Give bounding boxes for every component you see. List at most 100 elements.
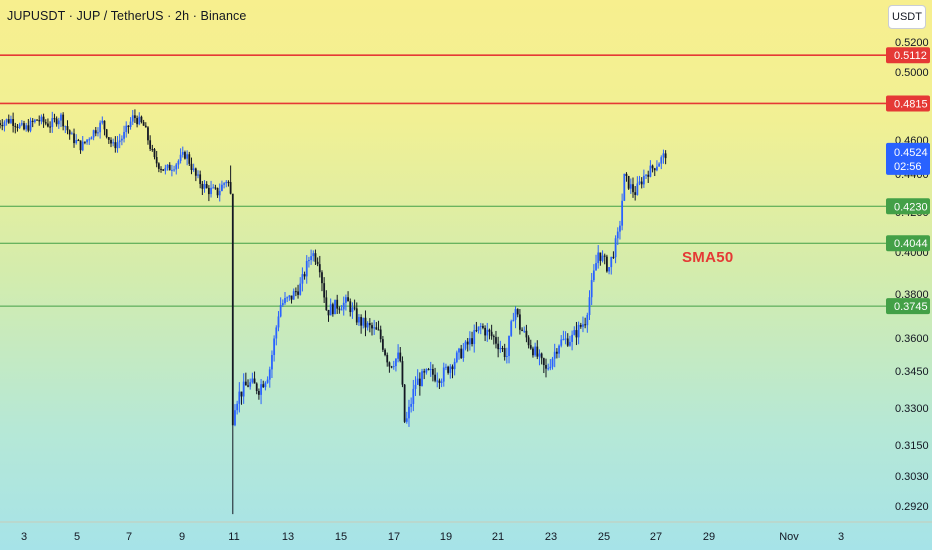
candle-body	[503, 348, 506, 357]
candle-body	[447, 366, 450, 373]
candle-body	[558, 345, 560, 354]
candle-body	[484, 327, 486, 336]
candle-body	[516, 309, 519, 315]
last-price-marker	[886, 142, 930, 175]
candle-body	[590, 280, 593, 298]
candle-body	[538, 353, 541, 357]
candle-body	[375, 327, 378, 330]
candle-body	[645, 174, 647, 176]
x-tick-label: 15	[335, 531, 347, 543]
candle-body	[110, 139, 112, 144]
candle-body	[286, 297, 289, 299]
candle-body	[497, 343, 500, 350]
candle-body	[38, 120, 41, 122]
candle-body	[88, 139, 91, 141]
candle-body	[323, 283, 326, 298]
candle-body	[149, 140, 152, 149]
candle-body	[336, 299, 339, 309]
level-marker-0.4815	[886, 95, 930, 112]
candle-body	[179, 154, 182, 161]
candle-body	[560, 339, 563, 346]
candle-body	[571, 334, 573, 342]
candle-body	[18, 124, 21, 128]
candle-body	[205, 184, 208, 188]
candle-body	[271, 355, 273, 370]
candle-body	[479, 325, 482, 327]
candle-body	[160, 168, 162, 170]
candle-body	[25, 125, 28, 130]
price-markers: 0.5112 0.4815 0.4230 0.4044 0.3745 0.4524 02:5…	[886, 47, 930, 315]
candle-body	[244, 381, 247, 386]
candle-body	[582, 324, 584, 327]
candle-body	[131, 115, 134, 122]
sma50-annotation: SMA50	[682, 249, 734, 266]
level-marker-0.4044	[886, 235, 930, 252]
candle-body	[151, 148, 154, 150]
candle-body	[464, 341, 467, 349]
candle-body	[636, 183, 639, 195]
x-tick-label: 23	[545, 531, 557, 543]
candle-body	[660, 157, 663, 164]
candle-body	[519, 314, 521, 330]
candle-body	[619, 225, 621, 232]
candle-body	[162, 169, 165, 171]
candle-body	[436, 380, 439, 382]
candle-body	[569, 341, 571, 346]
candle-body	[342, 302, 345, 310]
candle-body	[440, 381, 443, 383]
candle-body	[329, 304, 332, 316]
currency-button[interactable]: USDT	[888, 5, 926, 29]
candle-body	[514, 309, 517, 320]
candle-body	[29, 120, 32, 131]
candle-body	[60, 114, 62, 121]
candle-body	[201, 183, 204, 189]
candle-body	[416, 378, 419, 385]
candle-body	[297, 291, 299, 295]
candle-body	[94, 130, 97, 134]
candle-body	[338, 308, 341, 310]
candle-body	[40, 116, 43, 122]
level-marker-label: 0.3745	[894, 301, 928, 313]
candle-body	[362, 317, 365, 326]
candle-body	[595, 263, 597, 271]
candle-body	[638, 181, 641, 184]
candle-body	[321, 272, 323, 284]
x-tick-label: 21	[492, 531, 504, 543]
candle-body	[390, 366, 393, 368]
candle-body	[505, 355, 508, 357]
candle-body	[647, 174, 650, 177]
candle-body	[399, 352, 402, 362]
candle-body	[303, 274, 306, 277]
candle-body	[664, 153, 667, 159]
candle-body	[421, 371, 423, 387]
candle-body	[410, 403, 413, 407]
candle-body	[273, 338, 276, 356]
candle-body	[112, 142, 115, 144]
candle-body	[490, 331, 493, 337]
candle-body	[401, 361, 404, 385]
candle-body	[381, 339, 384, 350]
candle-body	[51, 118, 54, 128]
candle-body	[501, 348, 504, 350]
candle-body	[434, 374, 436, 381]
candle-body	[177, 160, 180, 165]
candle-body	[210, 187, 212, 195]
candle-body	[227, 181, 230, 183]
level-marker-0.5112	[886, 47, 930, 64]
candle-body	[166, 164, 169, 168]
candle-body	[218, 190, 221, 196]
candle-body	[438, 380, 441, 383]
candle-body	[53, 118, 56, 120]
candle-body	[97, 132, 99, 134]
candle-body	[584, 324, 587, 326]
candle-body	[351, 307, 354, 313]
candle-body	[118, 140, 121, 143]
candle-body	[42, 116, 45, 123]
candle-body	[449, 366, 452, 373]
x-tick-label: 13	[282, 531, 294, 543]
y-tick-label: 0.5000	[895, 67, 929, 79]
candle-body	[366, 323, 369, 328]
candle-body	[168, 164, 171, 171]
